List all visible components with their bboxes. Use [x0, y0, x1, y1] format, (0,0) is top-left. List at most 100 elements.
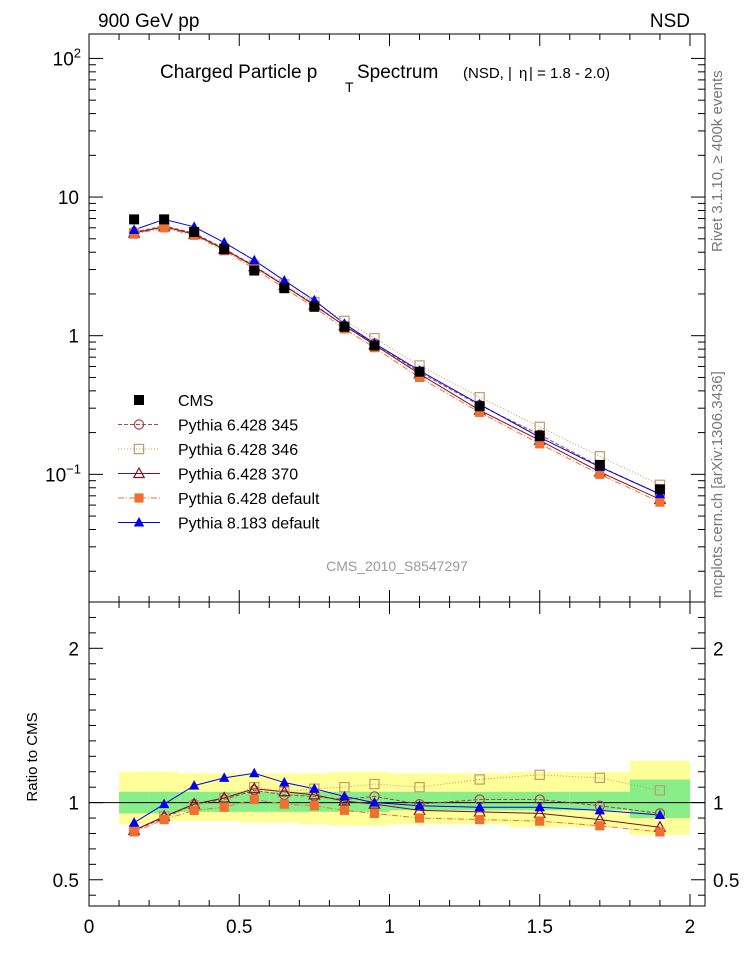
title-subscript: T: [345, 79, 354, 95]
x-tick-label: 1: [384, 917, 395, 938]
ratio-point-p8: [279, 777, 290, 787]
data-point-pdef: [159, 223, 169, 233]
ratio-point-p346: [474, 774, 485, 785]
title-qualifier-eta: η: [519, 65, 527, 82]
rivet-label: Rivet 3.1.10, ≥ 400k events: [709, 70, 726, 252]
ratio-point-pdef: [159, 814, 169, 825]
data-point-cms: [249, 265, 260, 276]
data-point-pdef: [129, 229, 139, 239]
y-tick-label: 102: [53, 45, 81, 70]
ratio-band-inner: [329, 791, 360, 812]
legend-label: Pythia 6.428 370: [178, 467, 298, 484]
chart-title: Charged Particle p T Spectrum (NSD, | η …: [160, 62, 610, 95]
legend-label: Pythia 6.428 346: [178, 442, 298, 459]
data-point-pdef: [535, 439, 545, 449]
ratio-band-inner: [509, 791, 570, 811]
ratio-point-pdef: [189, 805, 199, 815]
ratio-point-p8: [128, 817, 140, 827]
ratio-point-p8: [534, 801, 545, 812]
y-tick-label: 1: [68, 327, 79, 348]
ratio-point-p370: [248, 781, 261, 794]
ratio-point-p8: [474, 801, 485, 812]
data-point-cms: [369, 340, 380, 351]
data-point-pdef: [414, 372, 425, 383]
data-point-cms: [414, 366, 425, 377]
legend: CMS Pythia 6.428 345 Pythia 6.428 346 Pythi…: [118, 393, 320, 533]
data-point-cms: [189, 226, 200, 237]
ratio-point-p346: [369, 778, 380, 790]
data-point-cms: [339, 321, 350, 332]
legend-marker-p345: [133, 419, 145, 430]
data-point-p8: [219, 237, 230, 247]
legend-label: Pythia 6.428 345: [178, 418, 298, 435]
y-tick-label-right: 2: [713, 639, 724, 660]
y-tick-label: 1: [68, 794, 79, 815]
ratio-point-p8: [339, 790, 350, 801]
ratio-point-pdef: [219, 802, 229, 812]
ratio-point-p8: [249, 767, 260, 778]
title-main-rest: Spectrum: [357, 62, 438, 83]
ratio-point-pdef: [129, 827, 139, 837]
ratio-point-p8: [188, 780, 200, 790]
ratio-point-p346: [654, 785, 666, 796]
title-qualifier-a: (NSD, |: [463, 65, 512, 82]
ratio-point-p8: [369, 797, 380, 807]
legend-marker-cms: [134, 395, 144, 405]
ratio-point-p346: [594, 772, 606, 784]
y-tick-label-right: 0.5: [713, 871, 739, 892]
legend-label: Pythia 8.183 default: [178, 516, 320, 533]
ratio-point-pdef: [475, 814, 485, 825]
ratio-point-p8: [594, 804, 606, 815]
ratio-point-p8: [158, 798, 170, 809]
y-tick-label-right: 1: [713, 794, 724, 815]
data-point-pdef: [475, 407, 485, 417]
data-point-cms: [309, 301, 320, 312]
legend-marker-p8: [133, 517, 145, 527]
title-qualifier-b: | = 1.8 - 2.0): [529, 65, 610, 82]
series-line-p346: [133, 224, 661, 486]
ratio-point-p8: [309, 783, 320, 793]
y-tick-label: 10: [58, 188, 79, 209]
legend-marker-pdef: [134, 493, 144, 503]
ratio-point-p8: [219, 772, 230, 782]
ratio-point-pdef: [414, 813, 425, 823]
legend-marker-p346: [133, 443, 145, 455]
legend-marker-p370: [132, 466, 146, 479]
data-point-p8: [279, 275, 290, 285]
data-point-cms: [654, 484, 665, 495]
data-point-cms: [219, 244, 230, 255]
ratio-point-p346: [534, 769, 545, 781]
ratio-line-p8: [133, 772, 660, 824]
title-main: Charged Particle p: [160, 62, 317, 83]
x-tick-label: 2: [685, 917, 696, 938]
ratio-band-inner: [449, 791, 510, 811]
data-point-p8: [128, 224, 140, 234]
mcplots-label: mcplots.cern.ch [arXiv:1306.3436]: [709, 371, 726, 598]
ratio-point-p8: [414, 800, 425, 810]
ratio-point-pdef: [535, 816, 545, 826]
ratio-point-pdef: [309, 801, 319, 811]
ratio-point-pdef: [249, 794, 259, 805]
ratio-axes: 0 0.5 1 1.5 2 0.5 0.5 1 1 2 2: [53, 601, 739, 938]
data-point-pdef: [595, 469, 605, 479]
energy-label: 900 GeV pp: [98, 11, 199, 32]
ratio-point-pdef: [369, 808, 380, 819]
process-label: NSD: [650, 11, 690, 32]
ratio-point-pdef: [595, 821, 605, 831]
analysis-id: CMS_2010_S8547297: [326, 558, 468, 574]
legend-label: Pythia 6.428 default: [178, 491, 320, 508]
ratio-point-pdef: [279, 799, 289, 809]
ratio-ylabel: Ratio to CMS: [24, 712, 41, 801]
y-tick-label: 2: [68, 639, 79, 660]
data-point-cms: [474, 401, 485, 412]
data-point-cms: [159, 214, 170, 225]
ratio-point-p8: [654, 809, 666, 819]
data-point-pdef: [655, 497, 665, 507]
ratio-frame: [88, 601, 706, 907]
legend-label: CMS: [178, 393, 214, 410]
data-point-cms: [279, 283, 290, 294]
data-point-cms: [129, 214, 140, 225]
y-tick-label: 0.5: [53, 871, 79, 892]
ratio-point-p370: [278, 785, 291, 797]
